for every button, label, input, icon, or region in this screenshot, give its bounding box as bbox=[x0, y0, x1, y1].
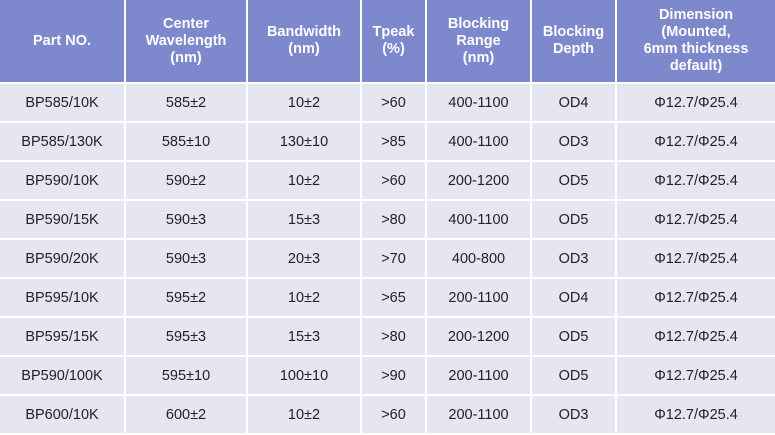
table-cell: 200-1200 bbox=[427, 318, 530, 355]
table-cell: BP585/10K bbox=[0, 84, 124, 121]
table-cell: OD4 bbox=[532, 279, 615, 316]
header-line: (nm) bbox=[462, 49, 495, 66]
table-cell: >65 bbox=[362, 279, 425, 316]
table-row: BP590/15K 590±3 15±3 >80 400-1100 OD5 Φ12.7/Φ2… bbox=[0, 201, 775, 238]
header-line: Depth bbox=[552, 41, 595, 57]
table-cell: 200-1100 bbox=[427, 279, 530, 316]
table-cell: Φ12.7/Φ25.4 bbox=[617, 357, 775, 394]
table-cell: BP590/20K bbox=[0, 240, 124, 277]
table-cell: 20±3 bbox=[248, 240, 360, 277]
table-cell: 15±3 bbox=[248, 318, 360, 355]
table-cell: 100±10 bbox=[248, 357, 360, 394]
table-cell: OD5 bbox=[532, 357, 615, 394]
table-cell: 10±2 bbox=[248, 162, 360, 199]
table-cell: 585±2 bbox=[126, 84, 246, 121]
table-cell: 590±2 bbox=[126, 162, 246, 199]
table-cell: Φ12.7/Φ25.4 bbox=[617, 318, 775, 355]
table-cell: Φ12.7/Φ25.4 bbox=[617, 84, 775, 121]
header-cell: Bandwidth (nm) bbox=[248, 0, 360, 82]
table-cell: >80 bbox=[362, 201, 425, 238]
table-body: BP585/10K 585±2 10±2 >60 400-1100 OD4 Φ12.7/Φ2… bbox=[0, 84, 775, 433]
table-cell: OD3 bbox=[532, 123, 615, 160]
table-cell: Φ12.7/Φ25.4 bbox=[617, 396, 775, 433]
table-cell: 595±10 bbox=[126, 357, 246, 394]
header-cell: Part NO. bbox=[0, 0, 124, 82]
table-cell: 600±2 bbox=[126, 396, 246, 433]
header-line: Wavelength bbox=[145, 32, 227, 49]
table-row: BP595/10K 595±2 10±2 >65 200-1100 OD4 Φ12.7/Φ2… bbox=[0, 279, 775, 316]
table-cell: >70 bbox=[362, 240, 425, 277]
header-line: Blocking bbox=[542, 24, 605, 40]
table-cell: Φ12.7/Φ25.4 bbox=[617, 240, 775, 277]
table-cell: 400-1100 bbox=[427, 123, 530, 160]
table-cell: 15±3 bbox=[248, 201, 360, 238]
header-line: Part NO. bbox=[32, 32, 91, 49]
table-cell: Φ12.7/Φ25.4 bbox=[617, 123, 775, 160]
table-cell: >80 bbox=[362, 318, 425, 355]
table-cell: 400-1100 bbox=[427, 84, 530, 121]
table-cell: OD5 bbox=[532, 162, 615, 199]
table-row: BP585/130K 585±10 130±10 >85 400-1100 OD3 Φ12.… bbox=[0, 123, 775, 160]
table-cell: Φ12.7/Φ25.4 bbox=[617, 201, 775, 238]
table-cell: 10±2 bbox=[248, 279, 360, 316]
table-cell: 200-1100 bbox=[427, 396, 530, 433]
header-line: (nm) bbox=[288, 41, 320, 57]
table-cell: >60 bbox=[362, 162, 425, 199]
header-line: Dimension bbox=[658, 7, 734, 23]
table-cell: >60 bbox=[362, 396, 425, 433]
header-cell: Blocking Range (nm) bbox=[427, 0, 530, 82]
table-cell: BP590/100K bbox=[0, 357, 124, 394]
header-line: Range bbox=[456, 32, 501, 49]
table-row: BP590/100K 595±10 100±10 >90 200-1100 OD5 Φ12.… bbox=[0, 357, 775, 394]
table-cell: BP590/10K bbox=[0, 162, 124, 199]
table-cell: 595±2 bbox=[126, 279, 246, 316]
table-cell: OD3 bbox=[532, 396, 615, 433]
header-row: Part NO. Center Wavelength (nm) Bandwidth (nm… bbox=[0, 0, 775, 82]
table-cell: BP595/15K bbox=[0, 318, 124, 355]
table-row: BP595/15K 595±3 15±3 >80 200-1200 OD5 Φ12.7/Φ2… bbox=[0, 318, 775, 355]
table-row: BP585/10K 585±2 10±2 >60 400-1100 OD4 Φ12.7/Φ2… bbox=[0, 84, 775, 121]
table-cell: 590±3 bbox=[126, 240, 246, 277]
header-cell: Blocking Depth bbox=[532, 0, 615, 82]
header-line: Tpeak bbox=[372, 24, 415, 40]
header-line: (nm) bbox=[170, 49, 202, 66]
table-cell: >85 bbox=[362, 123, 425, 160]
table-cell: OD4 bbox=[532, 84, 615, 121]
header-line: (Mounted, bbox=[661, 24, 731, 40]
table-cell: 200-1100 bbox=[427, 357, 530, 394]
table-cell: OD3 bbox=[532, 240, 615, 277]
header-line: (%) bbox=[382, 41, 405, 57]
header-cell: Center Wavelength (nm) bbox=[126, 0, 246, 82]
table-cell: 200-1200 bbox=[427, 162, 530, 199]
table-row: BP590/10K 590±2 10±2 >60 200-1200 OD5 Φ12.7/Φ2… bbox=[0, 162, 775, 199]
table-row: BP600/10K 600±2 10±2 >60 200-1100 OD3 Φ12.7/Φ2… bbox=[0, 396, 775, 433]
table-cell: 10±2 bbox=[248, 396, 360, 433]
table-cell: OD5 bbox=[532, 318, 615, 355]
table-cell: BP585/130K bbox=[0, 123, 124, 160]
header-line: 6mm thickness bbox=[643, 41, 749, 57]
table-cell: 130±10 bbox=[248, 123, 360, 160]
table-cell: 595±3 bbox=[126, 318, 246, 355]
header-line: Blocking bbox=[447, 15, 510, 32]
table-cell: 400-1100 bbox=[427, 201, 530, 238]
table-cell: BP595/10K bbox=[0, 279, 124, 316]
table-cell: BP590/15K bbox=[0, 201, 124, 238]
table-cell: Φ12.7/Φ25.4 bbox=[617, 162, 775, 199]
header-line: Center bbox=[163, 15, 209, 32]
table-cell: Φ12.7/Φ25.4 bbox=[617, 279, 775, 316]
header-line: Bandwidth bbox=[266, 24, 342, 40]
table-row: BP590/20K 590±3 20±3 >70 400-800 OD3 Φ12.7/Φ25… bbox=[0, 240, 775, 277]
table-cell: 590±3 bbox=[126, 201, 246, 238]
header-cell: Tpeak (%) bbox=[362, 0, 425, 82]
table-cell: >90 bbox=[362, 357, 425, 394]
header-line: default) bbox=[669, 58, 723, 74]
table-cell: OD5 bbox=[532, 201, 615, 238]
table-cell: 585±10 bbox=[126, 123, 246, 160]
table-cell: >60 bbox=[362, 84, 425, 121]
table-cell: BP600/10K bbox=[0, 396, 124, 433]
header-cell: Dimension (Mounted, 6mm thickness default) bbox=[617, 0, 775, 82]
table-cell: 400-800 bbox=[427, 240, 530, 277]
table-cell: 10±2 bbox=[248, 84, 360, 121]
